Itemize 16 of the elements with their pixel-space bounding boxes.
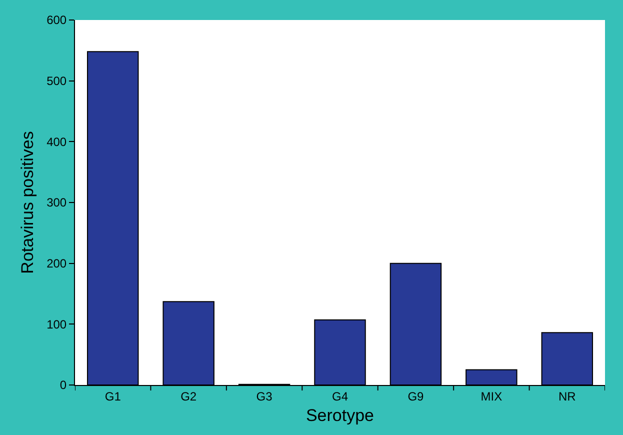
- x-tick-label: G1: [104, 389, 122, 404]
- y-tick-label: 200: [46, 256, 67, 271]
- y-tick-label: 100: [46, 317, 67, 332]
- x-tick-label: G2: [180, 389, 197, 404]
- y-axis-title: Rotavirus positives: [18, 131, 38, 274]
- x-tick-label: MIX: [480, 389, 502, 404]
- y-tick-label: 0: [60, 378, 67, 392]
- y-tick-label: 400: [46, 134, 67, 149]
- y-tick-label: 500: [46, 74, 67, 88]
- x-tick-label: G3: [256, 389, 273, 404]
- x-tick-label: G9: [408, 389, 424, 404]
- x-axis-title: Serotype: [306, 406, 374, 425]
- x-tick-label: G4: [332, 389, 348, 404]
- y-tick-label: 600: [46, 13, 67, 28]
- y-tick-label: 300: [46, 196, 67, 210]
- x-tick-label: NR: [558, 389, 576, 404]
